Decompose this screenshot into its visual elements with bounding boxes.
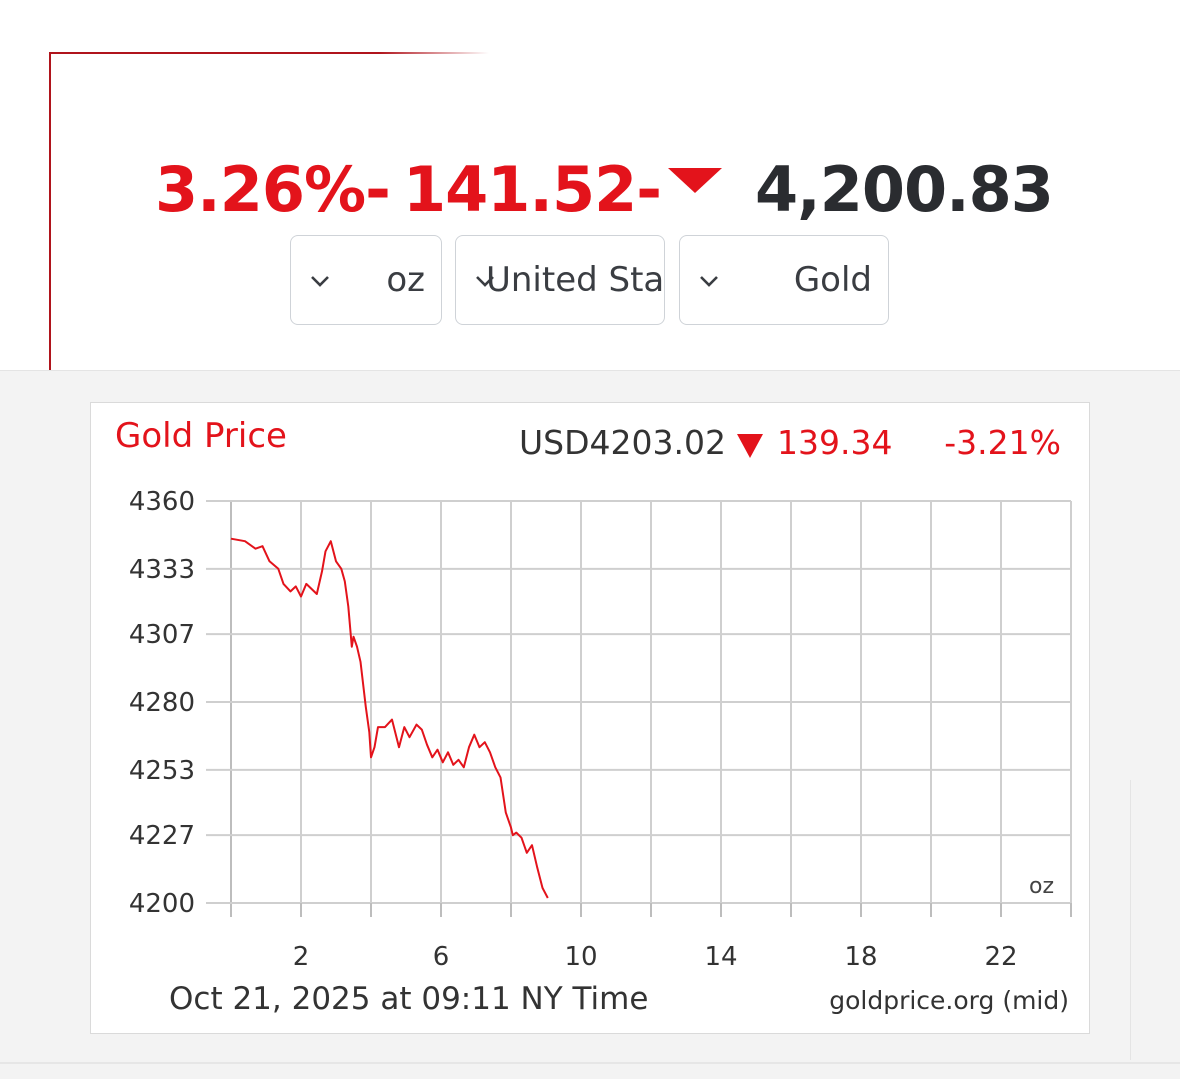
current-price: 4,200.83 [755,153,1054,226]
down-triangle-icon [668,168,722,193]
unit-select-value: oz [386,260,425,300]
change-percent: 3.26%- [155,153,391,226]
y-tick-label: 4227 [129,821,195,851]
currency-select[interactable]: United States Dollar [455,235,665,325]
y-tick-label: 4307 [129,620,195,650]
chart-title: Gold Price [115,416,287,456]
x-tick-label: 10 [564,942,597,972]
accent-border-vertical [49,52,51,462]
y-tick-label: 4333 [129,555,195,585]
chevron-down-icon [700,276,718,287]
chart-unit-label: oz [1029,874,1054,899]
chart-quote-change: 139.34 [777,423,892,462]
price-line [230,537,549,899]
gold-price-chart: Gold Price USD4203.02 139.34 -3.21% 4360… [90,402,1090,1034]
chart-canvas: Gold Price USD4203.02 139.34 -3.21% 4360… [115,416,1072,1017]
x-tick-label: 18 [844,942,877,972]
chart-timestamp: Oct 21, 2025 at 09:11 NY Time [169,981,648,1017]
chart-grid [206,500,1072,917]
chevron-down-icon [311,276,329,287]
currency-select-value: United States Dollar [486,260,665,300]
divider [0,1062,1180,1064]
divider [1130,780,1131,1060]
chevron-down-icon [476,276,494,287]
y-tick-label: 4200 [129,889,195,919]
price-ticker: 3.26%- 141.52- 4,200.83 [0,150,1180,230]
chart-quote: USD4203.02 [519,423,726,462]
y-tick-label: 4280 [129,688,195,718]
x-tick-label: 2 [293,942,310,972]
chart-source: goldprice.org (mid) [829,986,1069,1015]
x-tick-label: 14 [704,942,737,972]
y-axis: 4360 4333 4307 4280 4253 4227 4200 [129,487,195,919]
x-tick-label: 22 [984,942,1017,972]
change-amount: 141.52- [403,153,662,226]
chart-series [230,537,549,899]
chart-quote-percent: -3.21% [944,423,1061,462]
down-triangle-icon [737,434,763,458]
x-tick-label: 6 [433,942,450,972]
y-tick-label: 4253 [129,756,195,786]
x-axis: 2 6 10 14 18 22 [293,903,1072,972]
accent-border-horizontal [49,52,489,54]
metal-select[interactable]: Gold [679,235,889,325]
unit-select[interactable]: oz [290,235,442,325]
metal-select-value: Gold [793,260,872,300]
y-tick-label: 4360 [129,487,195,517]
